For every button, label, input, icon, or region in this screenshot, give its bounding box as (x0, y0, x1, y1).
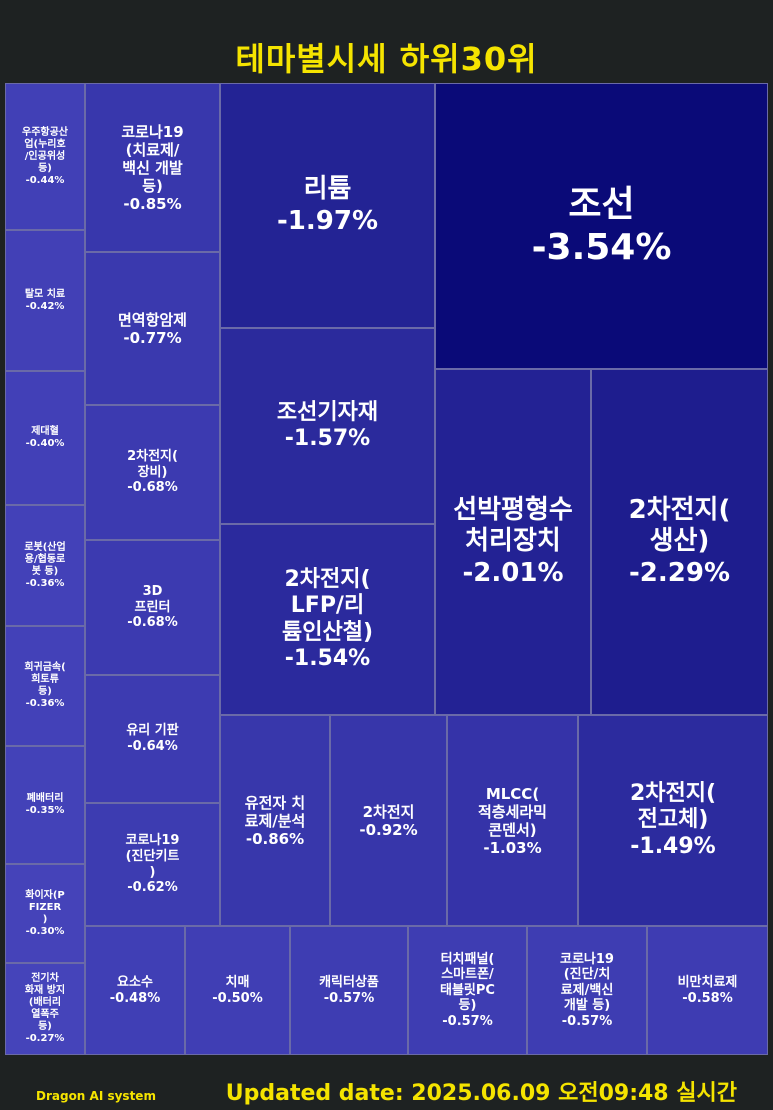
tile-value: -0.50% (212, 990, 263, 1006)
tile-value: -0.30% (25, 925, 65, 937)
tile-value: -1.97% (277, 205, 378, 236)
tile-label: 2차전지( 생산) (628, 495, 731, 557)
tile-label: 캐릭터상품 (319, 974, 379, 990)
tile-value: -1.03% (483, 838, 542, 857)
tile-label: 화이자(P FIZER ) (25, 889, 65, 925)
tile-label: 로봇(산업 용/협동로 봇 등) (24, 541, 66, 577)
tile-label: 2차전지( 전고체) (629, 780, 717, 833)
treemap-tile: 유전자 치 료제/분석 -0.86% (220, 715, 330, 926)
tile-value: -0.35% (25, 805, 65, 816)
tile-label: 희귀금속( 희토류 등) (24, 662, 66, 697)
tile-value: -0.92% (359, 820, 418, 839)
treemap-tile: MLCC( 적층세라믹 콘덴서) -1.03% (447, 715, 578, 926)
treemap-tile: 조선 -3.54% (435, 83, 768, 369)
tile-value: -0.42% (25, 300, 65, 312)
tile-label: 코로나19 (진단키트 ) (125, 833, 180, 880)
tile-value: -0.86% (245, 829, 305, 848)
tile-value: -0.36% (25, 577, 65, 589)
tile-label: 제대혈 (31, 426, 59, 437)
tile-value: -0.27% (25, 1033, 65, 1044)
tile-value: -3.54% (531, 227, 672, 268)
tile-value: -0.68% (127, 480, 178, 496)
tile-label: 우주항공산 업(누리호 /인공위성 등) (22, 126, 68, 174)
tile-label: 리튬 (303, 174, 352, 205)
tile-value: -0.58% (682, 990, 733, 1006)
tile-label: 코로나19 (진단/치 료제/백신 개발 등) (560, 951, 614, 1014)
treemap-tile: 우주항공산 업(누리호 /인공위성 등) -0.44% (5, 83, 85, 230)
tile-label: 요소수 (117, 974, 153, 990)
tile-value: -0.62% (127, 880, 178, 896)
tile-label: 폐배터리 (26, 793, 64, 804)
treemap-tile: 요소수 -0.48% (85, 926, 185, 1055)
treemap-tile: 터치패널( 스마트폰/ 태블릿PC 등) -0.57% (408, 926, 527, 1055)
treemap-tile: 2차전지( 전고체) -1.49% (578, 715, 768, 926)
updated-date: Updated date: 2025.06.09 오전09:48 실시간 (225, 1081, 737, 1106)
treemap-tile: 탈모 치료 -0.42% (5, 230, 85, 371)
treemap-tile: 면역항암제 -0.77% (85, 252, 220, 405)
tile-label: 유전자 치 료제/분석 (244, 793, 306, 830)
tile-value: -1.49% (630, 833, 716, 859)
treemap-tile: 2차전지 -0.92% (330, 715, 447, 926)
tile-label: 2차전지( 장비) (127, 449, 178, 480)
tile-value: -0.36% (25, 698, 65, 709)
tile-label: 3D 프린터 (134, 584, 171, 615)
treemap-tile: 리튬 -1.97% (220, 83, 435, 328)
tile-label: 2차전지 (362, 802, 415, 821)
treemap-tile: 로봇(산업 용/협동로 봇 등) -0.36% (5, 505, 85, 626)
treemap-tile: 2차전지( 생산) -2.29% (591, 369, 768, 715)
tile-value: -2.29% (629, 557, 730, 588)
tile-label: 유리 기판 (126, 723, 179, 739)
tile-value: -0.64% (127, 739, 178, 754)
treemap-tile: 코로나19 (진단/치 료제/백신 개발 등) -0.57% (527, 926, 647, 1055)
treemap-tile: 2차전지( LFP/리 튬인산철) -1.54% (220, 524, 435, 715)
tile-label: 탈모 치료 (24, 288, 66, 300)
tile-value: -0.77% (123, 328, 182, 347)
tile-label: 2차전지( LFP/리 튬인산철) (281, 566, 373, 645)
chart-title: 테마별시세 하위30위 (235, 40, 538, 78)
brand-label: Dragon AI system (36, 1089, 156, 1103)
treemap-tile: 전기차 화재 방지 (배터리 열폭주 등) -0.27% (5, 963, 85, 1055)
treemap-tile: 희귀금속( 희토류 등) -0.36% (5, 626, 85, 746)
treemap-tile: 코로나19 (진단키트 ) -0.62% (85, 803, 220, 926)
tile-label: 비만치료제 (677, 974, 738, 990)
treemap-tile: 유리 기판 -0.64% (85, 675, 220, 803)
tile-label: 조선 (568, 183, 635, 225)
tile-value: -2.01% (462, 557, 564, 588)
tile-value: -1.54% (284, 645, 371, 671)
tile-label: 선박평형수 처리장치 (453, 495, 573, 557)
tile-label: 치매 (225, 974, 250, 990)
treemap-tile: 선박평형수 처리장치 -2.01% (435, 369, 591, 715)
tile-value: -0.57% (561, 1013, 613, 1029)
treemap-tile: 치매 -0.50% (185, 926, 290, 1055)
tile-label: 조선기자재 (276, 399, 379, 425)
treemap-tile: 비만치료제 -0.58% (647, 926, 768, 1055)
tile-value: -0.57% (442, 1013, 493, 1029)
tile-value: -0.57% (323, 990, 375, 1006)
treemap-tile: 2차전지( 장비) -0.68% (85, 405, 220, 540)
tile-value: -0.40% (25, 438, 65, 449)
tile-label: 면역항암제 (117, 310, 187, 329)
tile-label: MLCC( 적층세라믹 콘덴서) (477, 784, 547, 839)
treemap-tile: 조선기자재 -1.57% (220, 328, 435, 524)
tile-value: -1.57% (284, 426, 371, 451)
tile-label: 터치패널( 스마트폰/ 태블릿PC 등) (440, 951, 495, 1014)
tile-value: -0.85% (123, 194, 182, 213)
treemap-tile: 화이자(P FIZER ) -0.30% (5, 864, 85, 963)
tile-label: 코로나19 (치료제/ 백신 개발 등) (121, 122, 184, 195)
tile-value: -0.68% (127, 615, 178, 631)
treemap-tile: 폐배터리 -0.35% (5, 746, 85, 864)
treemap-tile: 제대혈 -0.40% (5, 371, 85, 505)
tile-label: 전기차 화재 방지 (배터리 열폭주 등) (24, 973, 66, 1032)
treemap-tile: 3D 프린터 -0.68% (85, 540, 220, 675)
tile-value: -0.44% (25, 174, 65, 186)
treemap-tile: 코로나19 (치료제/ 백신 개발 등) -0.85% (85, 83, 220, 252)
treemap-tile: 캐릭터상품 -0.57% (290, 926, 408, 1055)
tile-value: -0.48% (109, 990, 161, 1006)
